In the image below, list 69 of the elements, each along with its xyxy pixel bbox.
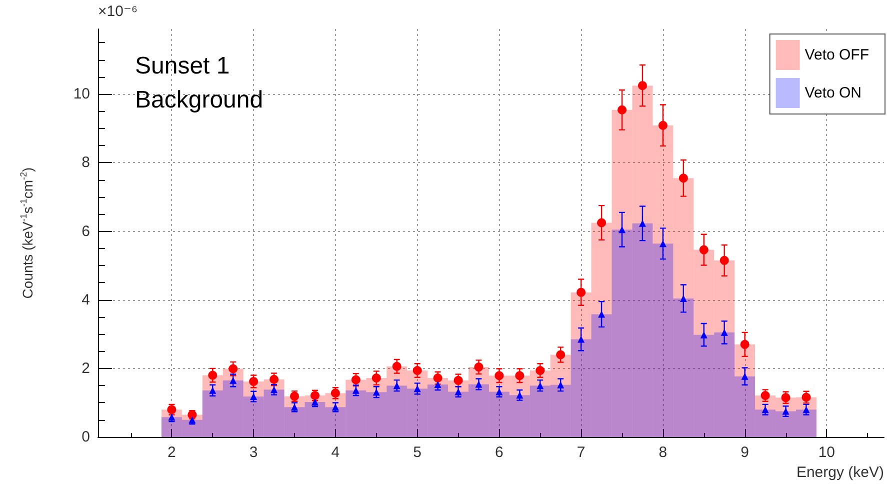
- point: [475, 380, 482, 388]
- x-tick-label: 3: [249, 444, 258, 461]
- point: [720, 256, 729, 265]
- point: [433, 374, 442, 383]
- point: [618, 226, 626, 234]
- point: [208, 370, 218, 380]
- point: [536, 366, 545, 375]
- point: [658, 120, 668, 130]
- point: [578, 336, 585, 343]
- point: [597, 218, 606, 228]
- point: [372, 388, 380, 396]
- point: [412, 366, 422, 375]
- point: [699, 245, 708, 254]
- y-tick-label: 10: [73, 86, 90, 103]
- x-axis-title: Energy (keV): [796, 464, 884, 481]
- point: [392, 362, 402, 371]
- point: [494, 371, 504, 380]
- point: [393, 382, 400, 390]
- point: [515, 371, 524, 380]
- y-tick-label: 4: [82, 291, 90, 308]
- point: [576, 288, 586, 297]
- x-tick-label: 9: [740, 444, 749, 461]
- point: [638, 81, 647, 90]
- legend-label: Veto OFF: [804, 46, 870, 64]
- point: [618, 105, 626, 114]
- legend-label: Veto ON: [804, 84, 862, 102]
- x-tick-label: 5: [413, 444, 422, 461]
- point: [782, 408, 790, 415]
- point: [740, 340, 750, 349]
- point: [352, 386, 360, 394]
- y-tick-label: 6: [82, 222, 90, 240]
- x-tick-label: 10: [818, 444, 836, 461]
- point: [270, 374, 279, 384]
- x-tick-label: 2: [168, 444, 176, 461]
- point: [372, 374, 381, 383]
- point: [414, 385, 421, 392]
- point: [762, 406, 769, 414]
- x-tick-label: 4: [331, 444, 340, 461]
- text: Sunset 1 Background: [135, 52, 264, 114]
- point: [474, 362, 484, 372]
- y-tick-label: 0: [82, 428, 90, 446]
- point: [638, 220, 646, 227]
- text: ×10⁻⁶: [98, 3, 138, 20]
- point: [454, 376, 463, 385]
- point: [720, 328, 728, 336]
- point: [249, 376, 258, 386]
- y-axis-title: Counts (keV-1s-1cm-2): [18, 167, 36, 299]
- point: [659, 240, 666, 248]
- point: [678, 174, 688, 183]
- point: [741, 372, 748, 380]
- point: [434, 381, 442, 388]
- point: [598, 310, 606, 318]
- x-tick-label: 8: [658, 444, 668, 461]
- point: [700, 331, 708, 338]
- point: [270, 386, 278, 394]
- point: [250, 393, 258, 400]
- x-tick-label: 6: [495, 444, 504, 461]
- y-tick-label: 8: [82, 154, 90, 172]
- point: [516, 392, 524, 399]
- point: [536, 382, 544, 390]
- x-tick-label: 7: [576, 444, 586, 461]
- point: [557, 381, 564, 388]
- point: [802, 406, 810, 414]
- point: [209, 386, 216, 394]
- point: [228, 364, 238, 374]
- point: [556, 350, 566, 360]
- y-tick-label: 2: [82, 360, 90, 377]
- point: [351, 375, 360, 384]
- point: [230, 376, 237, 384]
